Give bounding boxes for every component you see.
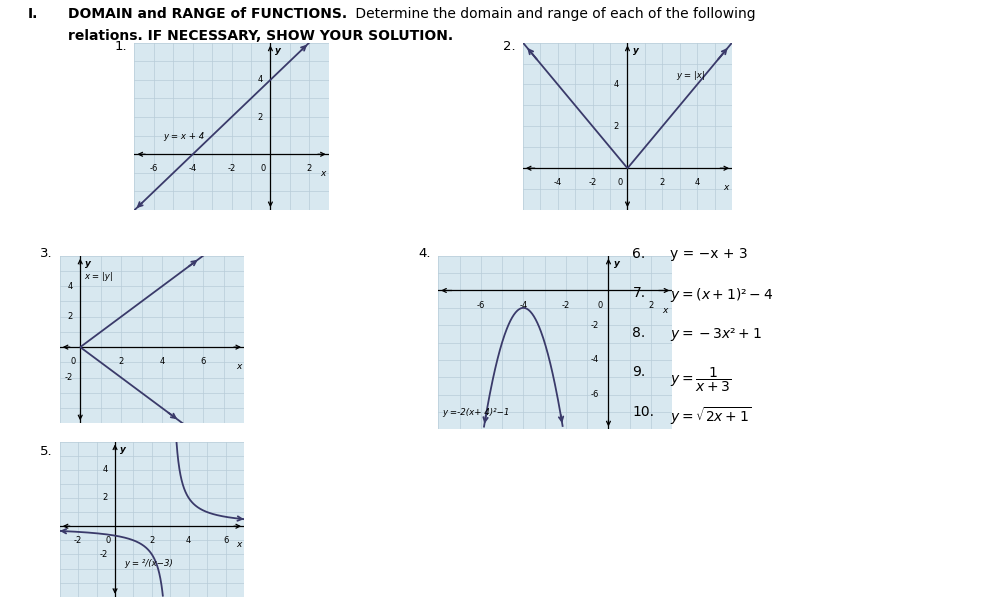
Text: y = ²/(x−3): y = ²/(x−3) (124, 559, 173, 568)
Text: 2: 2 (68, 312, 73, 321)
Text: 8.: 8. (632, 326, 645, 340)
Text: x: x (320, 169, 326, 178)
Text: 6: 6 (200, 357, 206, 366)
Text: 4: 4 (103, 465, 108, 474)
Text: 4: 4 (694, 178, 700, 188)
Text: $y = (x + 1)² − 4$: $y = (x + 1)² − 4$ (670, 286, 774, 304)
Text: y: y (632, 46, 638, 55)
Text: 2: 2 (257, 113, 263, 122)
Text: Determine the domain and range of each of the following: Determine the domain and range of each o… (351, 7, 755, 21)
Text: 9.: 9. (632, 365, 645, 379)
Text: 0: 0 (618, 178, 622, 188)
Text: -2: -2 (589, 178, 597, 188)
Text: 2: 2 (149, 535, 154, 544)
Text: 1.: 1. (115, 40, 127, 52)
Text: 3.: 3. (40, 247, 53, 259)
Text: 5.: 5. (40, 445, 53, 457)
Text: -4: -4 (188, 164, 197, 174)
Text: 2: 2 (103, 493, 108, 502)
Text: -2: -2 (591, 321, 600, 329)
Text: x: x (723, 183, 728, 192)
Text: y: y (615, 259, 621, 268)
Text: 4: 4 (68, 282, 73, 290)
Text: 6.: 6. (632, 247, 645, 261)
Text: 0: 0 (598, 301, 603, 310)
Text: I.: I. (28, 7, 38, 21)
Text: 4: 4 (159, 357, 164, 366)
Text: -4: -4 (554, 178, 562, 188)
Text: y: y (275, 46, 281, 55)
Text: 4.: 4. (418, 247, 431, 259)
Text: 2.: 2. (503, 40, 516, 52)
Text: -6: -6 (591, 390, 600, 399)
Text: 0: 0 (106, 535, 111, 544)
Text: 2: 2 (648, 301, 653, 310)
Text: y = |x|: y = |x| (676, 71, 705, 80)
Text: 10.: 10. (632, 405, 654, 419)
Text: -6: -6 (477, 301, 485, 310)
Text: 4: 4 (257, 76, 263, 85)
Text: x: x (236, 362, 241, 371)
Text: x: x (662, 306, 668, 315)
Text: y: y (120, 445, 125, 454)
Text: 4: 4 (614, 80, 620, 89)
Text: 0: 0 (261, 164, 266, 174)
Text: x = |y|: x = |y| (85, 272, 114, 281)
Text: $y = −3x² + 1$: $y = −3x² + 1$ (670, 326, 762, 343)
Text: -2: -2 (74, 535, 83, 544)
Text: 2: 2 (119, 357, 124, 366)
Text: 0: 0 (71, 357, 76, 366)
Text: -2: -2 (562, 301, 570, 310)
Text: $y = \dfrac{1}{x+3}$: $y = \dfrac{1}{x+3}$ (670, 365, 732, 394)
Text: -6: -6 (149, 164, 158, 174)
Text: y =-2(x+ 4)²−1: y =-2(x+ 4)²−1 (442, 409, 510, 417)
Text: -4: -4 (591, 356, 600, 364)
Text: 2: 2 (307, 164, 312, 174)
Text: -2: -2 (65, 373, 73, 382)
Text: y = x + 4: y = x + 4 (163, 132, 205, 141)
Text: relations. IF NECESSARY, SHOW YOUR SOLUTION.: relations. IF NECESSARY, SHOW YOUR SOLUT… (68, 29, 453, 43)
Text: -4: -4 (519, 301, 528, 310)
Text: 2: 2 (659, 178, 665, 188)
Text: 4: 4 (186, 535, 191, 544)
Text: 6: 6 (223, 535, 228, 544)
Text: DOMAIN and RANGE of FUNCTIONS.: DOMAIN and RANGE of FUNCTIONS. (68, 7, 347, 21)
Text: y = −x + 3: y = −x + 3 (670, 247, 748, 261)
Text: y: y (85, 259, 91, 268)
Text: $y = \sqrt{2x+1}$: $y = \sqrt{2x+1}$ (670, 405, 752, 427)
Text: -2: -2 (227, 164, 236, 174)
Text: 7.: 7. (632, 286, 645, 300)
Text: x: x (236, 540, 241, 549)
Text: -2: -2 (100, 550, 108, 559)
Text: 2: 2 (614, 122, 620, 131)
